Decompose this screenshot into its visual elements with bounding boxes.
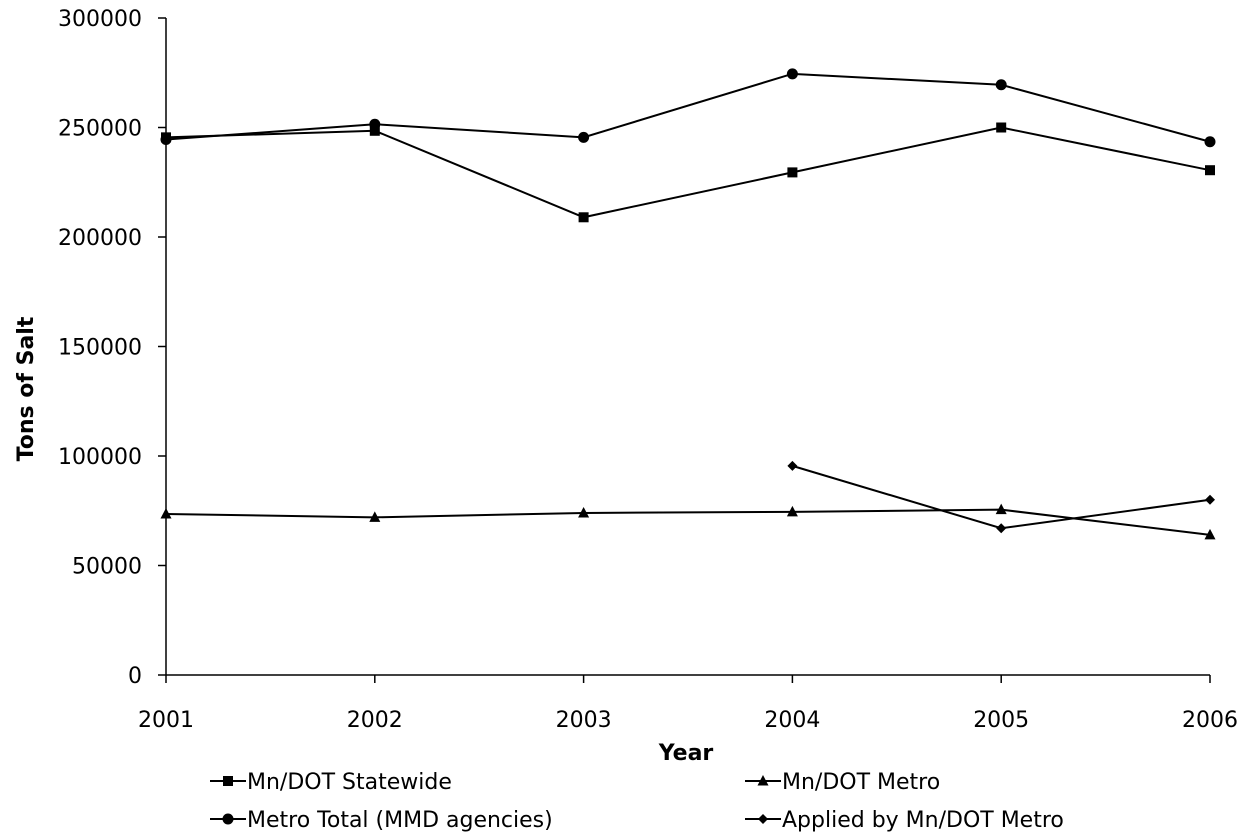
x-axis-title: Year [658,741,714,766]
data-point [160,508,172,519]
series-1 [161,122,1215,223]
x-tick-label: 2005 [973,708,1029,733]
data-point [160,134,172,146]
data-point [578,131,590,143]
series-line [165,72,1211,143]
series-line [792,464,1211,530]
data-point [578,212,589,223]
data-point [996,523,1007,534]
x-tick-label: 2003 [556,708,612,733]
legend: Mn/DOT Statewide Mn/DOT Metro Metro Total … [210,770,1064,833]
legend-label: Mn/DOT Metro [782,770,940,795]
data-point [786,505,798,517]
series-line [165,126,1211,219]
y-axis-title: Tons of Salt [14,316,39,461]
legend-marker [222,813,234,825]
x-tick-label: 2004 [764,708,820,733]
series-3 [160,68,1216,148]
y-tick-label: 0 [128,664,142,689]
x-axis-ticks: 2001 2002 2003 2004 2005 2006 [138,675,1238,733]
legend-label: Metro Total (MMD agencies) [247,808,553,833]
data-point [1204,136,1216,148]
data-point [786,68,798,80]
legend-marker [757,775,769,786]
data-point [995,503,1007,515]
data-point [996,122,1007,133]
series-group [160,68,1216,540]
y-tick-label: 300000 [58,7,142,32]
data-point [1204,528,1216,540]
x-tick-label: 2001 [138,708,194,733]
series-2 [160,503,1216,540]
data-point [1205,165,1215,176]
y-tick-label: 150000 [58,336,142,361]
y-axis-ticks: 0 50000 100000 150000 200000 250000 300000 [58,7,166,689]
x-tick-label: 2006 [1182,708,1238,733]
data-point [369,125,380,136]
data-point [578,506,590,518]
y-tick-label: 50000 [72,555,142,580]
legend-marker [223,776,233,786]
legend-marker [758,814,768,824]
data-point [787,167,798,178]
y-tick-label: 250000 [58,117,142,142]
legend-item: Applied by Mn/DOT Metro [745,808,1064,833]
series-4 [787,460,1215,534]
data-point [369,511,381,522]
legend-item: Mn/DOT Statewide [210,770,452,795]
x-tick-label: 2002 [347,708,403,733]
data-point [369,118,381,130]
legend-label: Applied by Mn/DOT Metro [782,808,1064,833]
legend-item: Metro Total (MMD agencies) [210,808,553,833]
data-point [787,460,798,471]
series-line [165,508,1211,536]
axes [165,18,1210,676]
data-point [1205,494,1215,505]
legend-label: Mn/DOT Statewide [247,770,452,795]
data-point [995,79,1007,91]
y-tick-label: 200000 [58,226,142,251]
legend-item: Mn/DOT Metro [745,770,940,795]
y-tick-label: 100000 [58,445,142,470]
